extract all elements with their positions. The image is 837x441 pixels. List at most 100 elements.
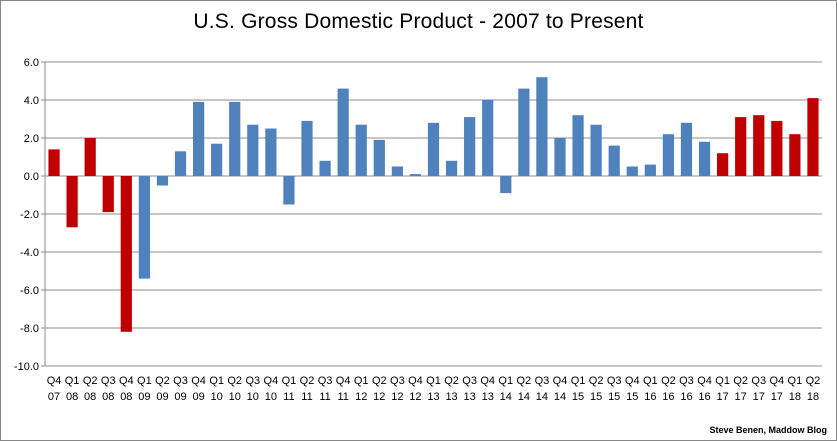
x-tick-label-year: 13 bbox=[464, 391, 476, 403]
x-tick-label-year: 07 bbox=[48, 391, 60, 403]
x-tick-label-year: 12 bbox=[409, 391, 421, 403]
bar bbox=[102, 176, 114, 213]
x-tick-label-quarter: Q3 bbox=[390, 375, 405, 387]
x-tick-label-year: 17 bbox=[716, 391, 728, 403]
x-tick-label-year: 13 bbox=[427, 391, 439, 403]
bar bbox=[626, 166, 638, 176]
x-tick-label-quarter: Q4 bbox=[119, 375, 134, 387]
x-tick-label-year: 09 bbox=[192, 391, 204, 403]
x-tick-label-quarter: Q4 bbox=[264, 375, 279, 387]
x-tick-label-year: 08 bbox=[66, 391, 78, 403]
bar bbox=[807, 98, 819, 176]
bar bbox=[572, 115, 584, 176]
y-tick-label: -8.0 bbox=[20, 323, 39, 335]
y-tick-label: 4.0 bbox=[24, 95, 39, 107]
x-tick-label-year: 14 bbox=[518, 391, 530, 403]
x-tick-label-quarter: Q2 bbox=[372, 375, 387, 387]
bar bbox=[247, 124, 259, 176]
x-tick-label-year: 08 bbox=[120, 391, 132, 403]
x-tick-label-year: 10 bbox=[265, 391, 277, 403]
x-tick-label-quarter: Q2 bbox=[517, 375, 532, 387]
bar bbox=[48, 149, 60, 176]
x-tick-label-year: 15 bbox=[608, 391, 620, 403]
x-tick-label-year: 16 bbox=[680, 391, 692, 403]
bar bbox=[84, 138, 96, 176]
x-tick-label-year: 08 bbox=[84, 391, 96, 403]
x-tick-label-year: 08 bbox=[102, 391, 114, 403]
x-tick-label-quarter: Q4 bbox=[769, 375, 784, 387]
y-tick-label: -10.0 bbox=[14, 361, 39, 373]
x-tick-label-quarter: Q2 bbox=[733, 375, 748, 387]
x-tick-label-year: 18 bbox=[789, 391, 801, 403]
x-tick-label-year: 17 bbox=[753, 391, 765, 403]
x-tick-label-year: 10 bbox=[229, 391, 241, 403]
x-tick-label-year: 17 bbox=[735, 391, 747, 403]
y-tick-label: 0.0 bbox=[24, 171, 39, 183]
x-tick-label-year: 10 bbox=[211, 391, 223, 403]
bar bbox=[319, 160, 331, 176]
x-tick-label-quarter: Q3 bbox=[607, 375, 622, 387]
x-tick-label-quarter: Q3 bbox=[751, 375, 766, 387]
bar bbox=[174, 151, 187, 176]
x-tick-label-quarter: Q2 bbox=[227, 375, 242, 387]
bar bbox=[156, 176, 169, 186]
x-tick-label-quarter: Q1 bbox=[788, 375, 803, 387]
bar bbox=[590, 124, 602, 176]
bar bbox=[536, 77, 548, 176]
bar bbox=[698, 141, 711, 176]
x-axis-ticks: Q4 07 Q1 08 Q2 08 Q3 08 Q4 08 Q1 09 Q2 09 Q3 09 Q4 09 Q1 10… bbox=[47, 375, 821, 403]
x-tick-label-quarter: Q4 bbox=[553, 375, 568, 387]
x-tick-label-quarter: Q1 bbox=[209, 375, 224, 387]
bar bbox=[482, 100, 494, 176]
x-tick-label-year: 16 bbox=[698, 391, 710, 403]
x-tick-label-quarter: Q1 bbox=[571, 375, 586, 387]
bar bbox=[644, 164, 656, 176]
bar bbox=[337, 88, 349, 176]
bars bbox=[48, 77, 819, 332]
bar bbox=[464, 117, 476, 176]
bar bbox=[192, 101, 205, 176]
bar bbox=[518, 88, 530, 176]
x-tick-label-quarter: Q1 bbox=[498, 375, 513, 387]
x-tick-label-quarter: Q2 bbox=[589, 375, 604, 387]
x-tick-label-year: 17 bbox=[771, 391, 783, 403]
x-tick-label-year: 12 bbox=[391, 391, 403, 403]
x-tick-label-quarter: Q3 bbox=[535, 375, 550, 387]
bar bbox=[789, 134, 801, 176]
x-tick-label-year: 11 bbox=[301, 391, 312, 403]
x-tick-label-year: 14 bbox=[500, 391, 512, 403]
x-tick-label-quarter: Q2 bbox=[661, 375, 676, 387]
bar bbox=[409, 174, 422, 176]
x-tick-label-quarter: Q3 bbox=[679, 375, 694, 387]
x-tick-label-year: 18 bbox=[807, 391, 819, 403]
x-tick-label-year: 12 bbox=[373, 391, 385, 403]
x-tick-label-quarter: Q1 bbox=[282, 375, 297, 387]
x-tick-label-quarter: Q4 bbox=[625, 375, 640, 387]
x-tick-label-quarter: Q4 bbox=[336, 375, 351, 387]
bar bbox=[753, 115, 765, 176]
x-tick-label-quarter: Q4 bbox=[408, 375, 423, 387]
x-tick-label-quarter: Q1 bbox=[426, 375, 441, 387]
x-tick-label-year: 16 bbox=[644, 391, 656, 403]
y-tick-label: -2.0 bbox=[20, 209, 39, 221]
x-tick-label-year: 13 bbox=[482, 391, 494, 403]
y-tick-label: 6.0 bbox=[24, 57, 39, 69]
y-axis-ticks: 6.0 4.0 2.0 0.0 -2.0 -4.0 -6.0 -8.0 -10.0 bbox=[14, 57, 45, 373]
x-tick-label-year: 09 bbox=[156, 391, 168, 403]
x-tick-label-year: 15 bbox=[590, 391, 602, 403]
x-tick-label-quarter: Q2 bbox=[806, 375, 821, 387]
bar bbox=[500, 176, 512, 194]
x-tick-label-year: 10 bbox=[247, 391, 259, 403]
bar bbox=[373, 139, 385, 176]
bar bbox=[265, 128, 277, 176]
x-tick-label-quarter: Q2 bbox=[300, 375, 315, 387]
x-tick-label-year: 11 bbox=[337, 391, 348, 403]
x-tick-label-year: 14 bbox=[554, 391, 566, 403]
x-tick-label-year: 15 bbox=[572, 391, 584, 403]
x-tick-label-year: 16 bbox=[662, 391, 674, 403]
x-tick-label-year: 13 bbox=[445, 391, 457, 403]
x-tick-label-quarter: Q4 bbox=[191, 375, 206, 387]
bar bbox=[283, 176, 295, 205]
bar bbox=[391, 166, 403, 176]
y-tick-label: 2.0 bbox=[24, 133, 39, 145]
